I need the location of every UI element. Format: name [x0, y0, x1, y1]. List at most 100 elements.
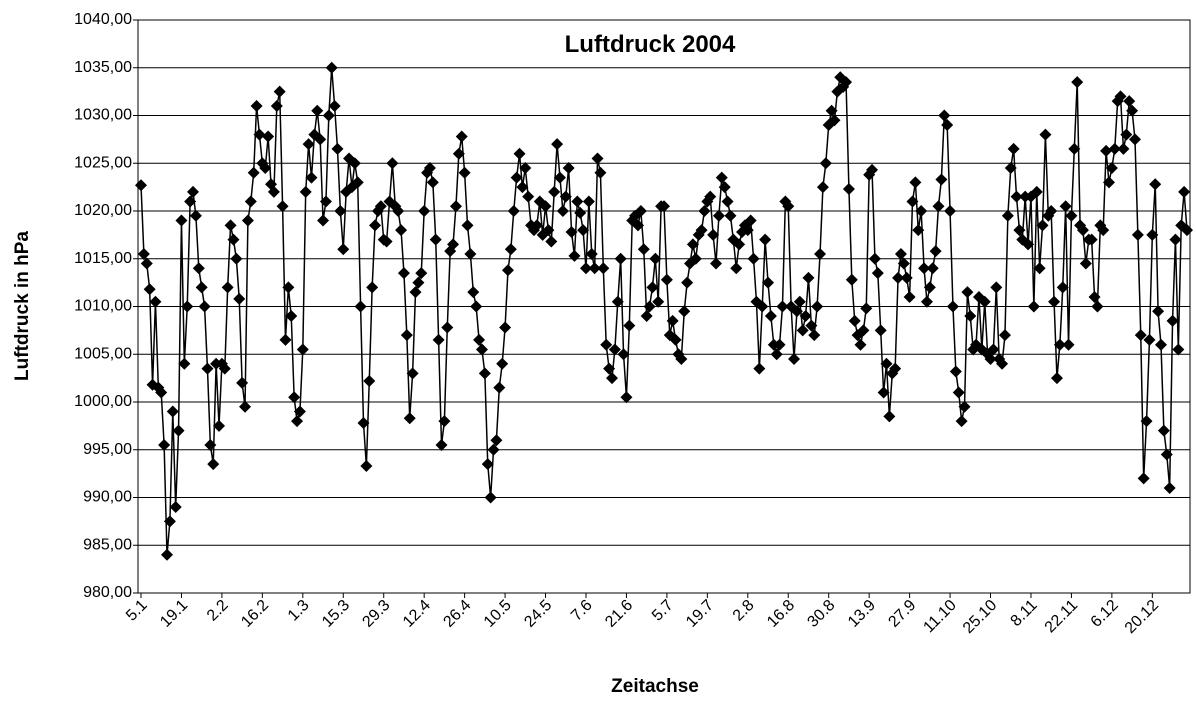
marker [400, 329, 413, 342]
marker [187, 185, 200, 198]
marker [637, 243, 650, 256]
marker [311, 104, 324, 117]
marker [418, 205, 431, 217]
marker [964, 310, 977, 323]
marker [478, 367, 491, 380]
marker [397, 267, 410, 280]
y-tick-label: 1005,00 [74, 345, 132, 362]
marker [548, 185, 561, 198]
marker [669, 333, 682, 346]
marker [689, 252, 702, 265]
marker [1033, 262, 1046, 275]
marker [140, 257, 153, 270]
marker [403, 412, 416, 425]
marker [374, 200, 387, 213]
marker [1163, 481, 1176, 494]
marker [909, 176, 922, 189]
chart-title: Luftdruck 2004 [565, 31, 736, 58]
marker [276, 200, 289, 213]
marker [1013, 224, 1026, 237]
marker [253, 128, 266, 141]
marker [475, 343, 488, 356]
marker [620, 391, 633, 404]
y-tick-label: 995,00 [83, 441, 132, 458]
marker [782, 200, 795, 213]
marker [935, 173, 948, 186]
marker [143, 283, 156, 296]
marker [646, 281, 659, 294]
marker [1085, 233, 1098, 246]
marker [805, 319, 818, 332]
marker [1001, 209, 1014, 222]
marker [319, 195, 332, 208]
marker [415, 267, 428, 280]
marker [944, 205, 957, 217]
marker [903, 290, 916, 303]
marker [871, 267, 884, 280]
marker [348, 157, 361, 170]
marker [1152, 305, 1165, 318]
marker [591, 152, 604, 165]
marker [247, 166, 260, 179]
marker [467, 286, 480, 299]
marker [1036, 219, 1049, 232]
marker [1166, 314, 1179, 327]
marker [473, 333, 486, 346]
marker [233, 292, 246, 305]
marker [574, 206, 587, 219]
marker [1114, 90, 1127, 103]
marker [213, 419, 226, 432]
marker [660, 273, 673, 286]
marker [695, 224, 708, 237]
marker [267, 185, 280, 198]
marker [288, 391, 301, 404]
marker [175, 214, 188, 227]
marker [611, 295, 624, 308]
marker [961, 286, 974, 299]
marker [458, 166, 471, 179]
marker [1027, 300, 1040, 313]
marker [1071, 76, 1084, 89]
marker [1143, 333, 1156, 346]
y-tick-label: 1040,00 [74, 11, 132, 28]
marker [273, 85, 286, 98]
marker [1022, 238, 1035, 251]
marker [675, 353, 688, 366]
marker [710, 257, 723, 270]
marker [594, 166, 607, 179]
marker [978, 295, 991, 308]
marker [221, 281, 234, 294]
marker [166, 405, 179, 418]
marker [857, 324, 870, 337]
marker [556, 205, 569, 217]
marker [649, 252, 662, 265]
marker [808, 329, 821, 342]
marker [600, 338, 613, 351]
marker [270, 99, 283, 112]
marker [236, 376, 249, 389]
marker [730, 262, 743, 275]
marker [299, 185, 312, 198]
marker [614, 252, 627, 265]
marker [426, 176, 439, 189]
y-tick-label: 1030,00 [74, 107, 132, 124]
marker [322, 109, 335, 122]
marker [1004, 162, 1017, 175]
marker [998, 329, 1011, 342]
marker [773, 338, 786, 351]
marker [452, 147, 465, 160]
marker [178, 357, 191, 370]
marker [562, 162, 575, 175]
marker [1039, 128, 1052, 141]
marker [250, 99, 263, 112]
marker [1079, 257, 1092, 270]
marker [551, 138, 564, 151]
marker [464, 247, 477, 260]
marker [1117, 142, 1130, 155]
marker [438, 415, 451, 428]
marker [1128, 133, 1141, 146]
marker [698, 205, 711, 217]
marker [1137, 472, 1150, 485]
marker [880, 357, 893, 370]
